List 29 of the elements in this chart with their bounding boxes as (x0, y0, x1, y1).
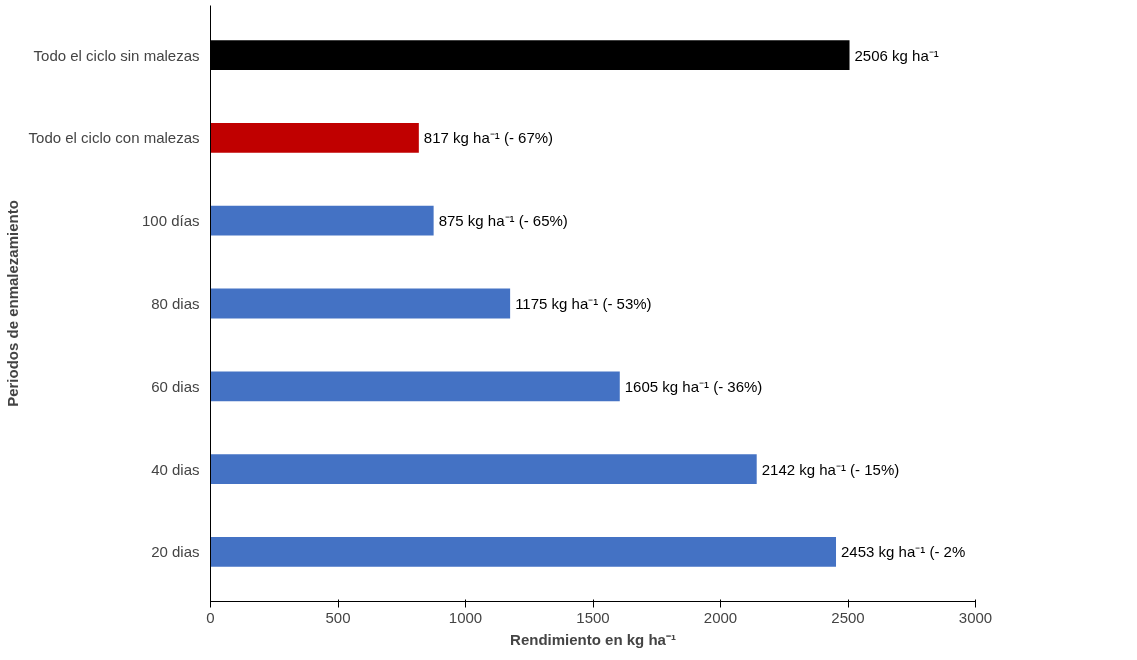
data-label: 1605 kg ha⁻¹ (- 36%) (624, 377, 763, 395)
x-tick-label: 0 (206, 608, 215, 626)
data-label: 817 kg ha⁻¹ (- 67%) (423, 129, 554, 147)
bar (210, 123, 419, 153)
bar (210, 454, 757, 484)
data-label: 2142 kg ha⁻¹ (- 15%) (761, 460, 900, 478)
y-tick-label: Todo el ciclo sin malezas (33, 46, 200, 64)
bar (210, 371, 620, 402)
bar (210, 205, 434, 236)
y-axis-title: Periodos de enmalezamiento (3, 200, 21, 407)
x-tick-label: 1500 (576, 608, 610, 626)
x-tick-label: 1000 (448, 608, 483, 626)
data-label: 2453 kg ha⁻¹ (- 2% (841, 543, 966, 561)
data-label: 2506 kg ha⁻¹ (854, 46, 939, 64)
y-tick-label: 40 dias (151, 460, 200, 478)
y-tick-label: Todo el ciclo con malezas (28, 129, 200, 147)
x-tick-label: 2500 (831, 608, 865, 626)
bar (210, 536, 837, 567)
y-tick-label: 80 dias (151, 295, 200, 312)
x-axis-title: Rendimiento en kg ha⁻¹ (510, 630, 676, 648)
x-tick-label: 500 (325, 608, 351, 626)
y-tick-label: 100 días (141, 212, 200, 230)
y-tick-label: 20 dias (151, 543, 200, 561)
data-label: 875 kg ha⁻¹ (- 65%) (438, 212, 568, 230)
bar (210, 288, 511, 319)
data-label: 1175 kg ha⁻¹ (- 53%) (515, 295, 652, 312)
y-tick-label: 60 dias (151, 377, 200, 395)
x-tick-label: 3000 (958, 608, 993, 626)
x-tick-label: 2000 (703, 608, 738, 626)
